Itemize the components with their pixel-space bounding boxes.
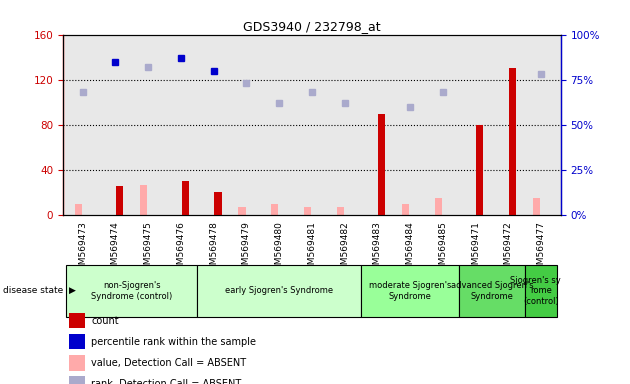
- Text: disease state  ▶: disease state ▶: [3, 286, 76, 295]
- Bar: [378, 114, 386, 215]
- Text: value, Detection Call = ABSENT: value, Detection Call = ABSENT: [91, 358, 246, 368]
- Bar: [336, 207, 344, 215]
- Bar: [238, 207, 246, 215]
- Bar: [435, 198, 442, 215]
- Bar: [304, 207, 311, 215]
- Bar: [509, 68, 516, 215]
- Text: advanced Sjogren's
Syndrome: advanced Sjogren's Syndrome: [450, 281, 533, 301]
- Bar: [116, 186, 123, 215]
- Bar: [214, 192, 222, 215]
- FancyBboxPatch shape: [197, 265, 361, 317]
- Text: Sjogren's synd
rome
(control): Sjogren's synd rome (control): [510, 276, 572, 306]
- Bar: [75, 204, 82, 215]
- Bar: [140, 185, 147, 215]
- FancyBboxPatch shape: [459, 265, 525, 317]
- Bar: [271, 204, 278, 215]
- Bar: [181, 181, 189, 215]
- Text: early Sjogren's Syndrome: early Sjogren's Syndrome: [225, 286, 333, 295]
- Bar: [402, 204, 410, 215]
- FancyBboxPatch shape: [361, 265, 459, 317]
- Text: percentile rank within the sample: percentile rank within the sample: [91, 337, 256, 347]
- Text: count: count: [91, 316, 119, 326]
- FancyBboxPatch shape: [525, 265, 558, 317]
- Text: moderate Sjogren's
Syndrome: moderate Sjogren's Syndrome: [369, 281, 451, 301]
- Title: GDS3940 / 232798_at: GDS3940 / 232798_at: [243, 20, 381, 33]
- Text: rank, Detection Call = ABSENT: rank, Detection Call = ABSENT: [91, 379, 241, 384]
- Bar: [476, 125, 483, 215]
- Text: non-Sjogren's
Syndrome (control): non-Sjogren's Syndrome (control): [91, 281, 173, 301]
- FancyBboxPatch shape: [66, 265, 197, 317]
- Bar: [533, 198, 541, 215]
